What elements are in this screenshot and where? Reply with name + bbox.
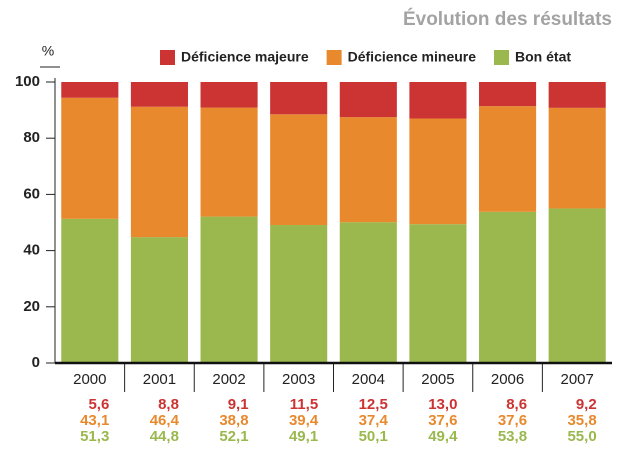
bar-segment: [270, 225, 328, 363]
legend-swatch: [494, 50, 510, 65]
legend-label: Déficience mineure: [348, 49, 477, 65]
bar-segment: [409, 224, 467, 363]
legend-label: Déficience majeure: [181, 49, 309, 65]
x-tick-label: 2000: [73, 371, 106, 388]
value-label: 37,6: [428, 412, 457, 429]
value-label: 8,8: [158, 396, 179, 413]
value-label: 37,6: [498, 412, 527, 429]
x-tick-label: 2002: [212, 371, 245, 388]
value-label: 55,0: [567, 428, 596, 445]
value-label: 35,8: [567, 412, 596, 429]
value-label: 39,4: [289, 412, 319, 429]
x-tick-label: 2005: [421, 371, 454, 388]
bar-segment: [270, 82, 328, 115]
value-label: 13,0: [428, 396, 457, 413]
bar-segment: [130, 82, 188, 107]
y-tick-label: 60: [23, 185, 40, 202]
bar-segment: [339, 82, 397, 118]
y-tick-label: 80: [23, 129, 40, 146]
value-label: 49,4: [428, 428, 458, 445]
x-tick-label: 2007: [561, 371, 594, 388]
value-label: 46,4: [150, 412, 180, 429]
value-label: 43,1: [80, 412, 109, 429]
chart-title: Évolution des résultats: [403, 8, 612, 30]
y-tick-label: 0: [32, 354, 40, 371]
value-label: 37,4: [359, 412, 389, 429]
bar-segment: [270, 114, 328, 226]
value-label: 9,1: [228, 396, 249, 413]
bar-segment: [200, 216, 258, 363]
bar-segment: [200, 82, 258, 108]
value-label: 11,5: [290, 396, 318, 413]
bar-segment: [200, 107, 258, 217]
bar-segment: [548, 208, 606, 363]
y-tick-label: 40: [23, 242, 40, 259]
bar-segment: [409, 82, 467, 119]
bar-segment: [339, 222, 397, 363]
value-label: 5,6: [88, 396, 109, 413]
bar-segment: [61, 218, 119, 363]
y-axis-label: %: [42, 43, 54, 59]
bar-segment: [61, 82, 119, 98]
value-label: 44,8: [150, 428, 179, 445]
legend-label: Bon état: [515, 49, 571, 65]
value-label: 38,8: [219, 412, 248, 429]
value-label: 50,1: [359, 428, 388, 445]
value-label: 53,8: [498, 428, 527, 445]
bar-segment: [548, 82, 606, 108]
bar-segment: [130, 237, 188, 363]
bar-segment: [61, 97, 119, 219]
bar-segment: [479, 106, 537, 212]
value-label: 12,5: [359, 396, 388, 413]
legend-swatch: [326, 50, 342, 65]
bar-segment: [130, 106, 188, 238]
bar-segment: [479, 82, 537, 107]
value-label: 8,6: [506, 396, 527, 413]
value-label: 49,1: [289, 428, 318, 445]
bar-segment: [479, 211, 537, 363]
y-tick-label: 20: [23, 298, 40, 315]
value-label: 9,2: [576, 396, 597, 413]
legend-swatch: [160, 50, 175, 65]
x-tick-label: 2003: [282, 371, 315, 388]
value-label: 52,1: [219, 428, 248, 445]
bar-segment: [548, 107, 606, 209]
y-tick-label: 100: [15, 73, 40, 90]
bar-segment: [409, 118, 467, 225]
x-tick-label: 2006: [491, 371, 524, 388]
x-tick-label: 2001: [143, 371, 176, 388]
bar-segment: [339, 117, 397, 223]
value-label: 51,3: [80, 428, 109, 445]
x-tick-label: 2004: [352, 371, 385, 388]
